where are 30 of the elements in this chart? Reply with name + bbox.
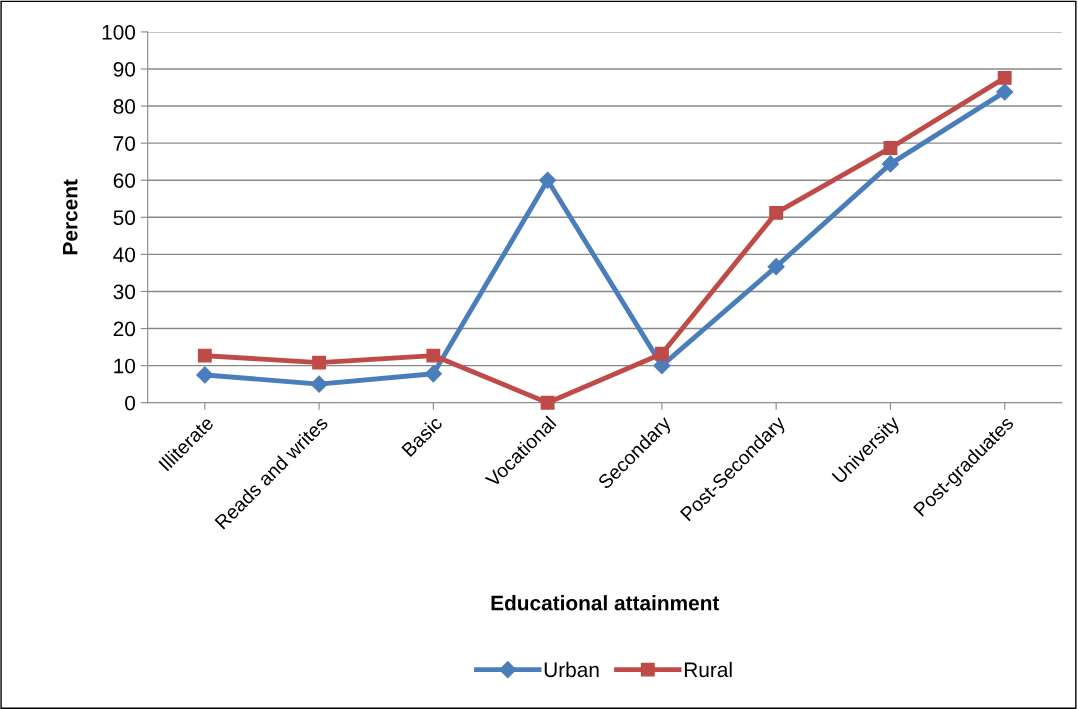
- legend-label: Rural: [684, 661, 732, 678]
- y-tick-label: 40: [113, 247, 136, 263]
- y-tick-label: 20: [113, 321, 136, 337]
- point: [197, 348, 212, 363]
- y-tick-label: 0: [125, 395, 136, 411]
- point: [767, 258, 785, 276]
- y-tick-label: 70: [113, 136, 136, 151]
- x-axis-title: Educational attainment: [491, 595, 720, 611]
- point: [539, 171, 557, 189]
- point: [426, 348, 441, 363]
- point: [769, 205, 784, 220]
- point: [996, 83, 1014, 101]
- y-tick-label: 60: [113, 173, 136, 188]
- point: [312, 355, 327, 370]
- y-axis-title: Percent: [63, 179, 78, 255]
- point: [997, 70, 1012, 85]
- y-tick-label: 50: [113, 210, 136, 226]
- point: [540, 395, 555, 410]
- y-tick-label: 10: [114, 358, 136, 374]
- point: [654, 346, 669, 361]
- point: [196, 366, 214, 384]
- y-tick-label: 30: [113, 284, 136, 300]
- point: [310, 375, 328, 393]
- point: [883, 141, 898, 155]
- y-tick-label: 100: [102, 24, 136, 40]
- point: [881, 155, 899, 173]
- y-tick-label: 80: [113, 99, 136, 114]
- legend-label: Urban: [544, 661, 599, 678]
- point: [424, 365, 442, 383]
- y-tick-label: 90: [113, 61, 136, 77]
